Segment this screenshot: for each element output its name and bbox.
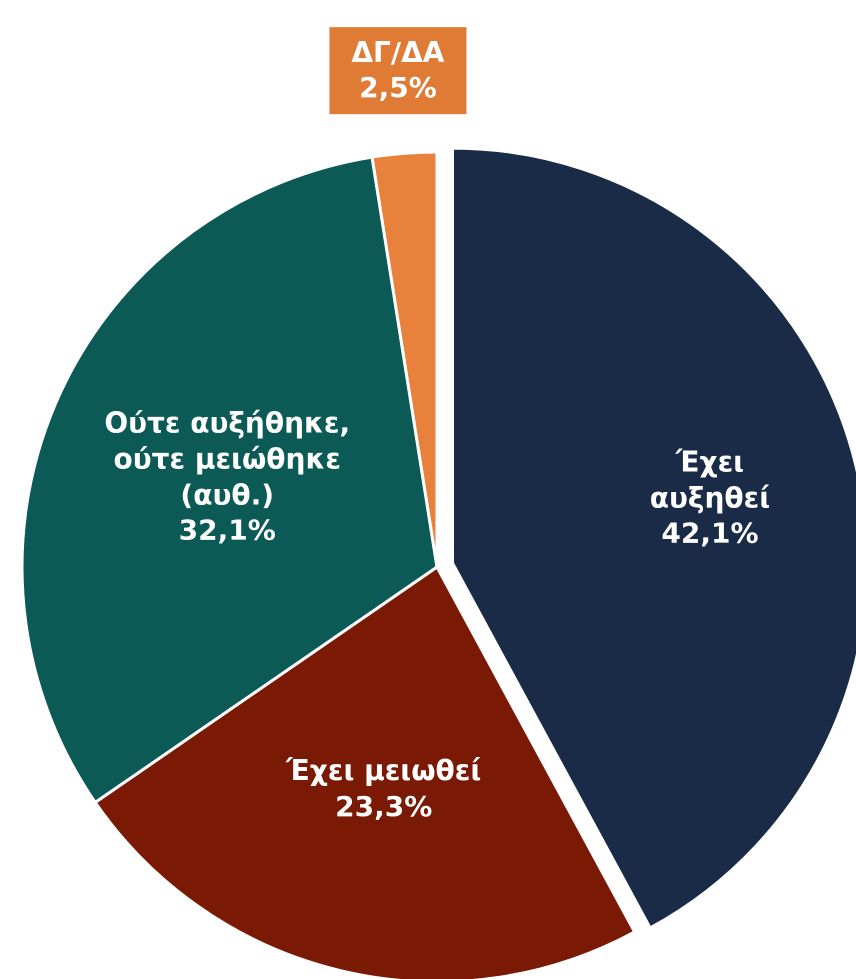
slice-label: ΔΓ/ΔΑ 2,5%: [329, 26, 467, 115]
slice-label: Έχει αυξηθεί 42,1%: [650, 444, 770, 551]
category-label: Έχει μειωθεί: [286, 754, 482, 788]
slice-label: Ούτε αυξήθηκε, ούτε μειώθηκε (αυθ.) 32,1%: [104, 405, 350, 548]
pie-slice: [93, 564, 637, 979]
pie-slice: [20, 155, 439, 805]
category-label: Ούτε αυξήθηκε, ούτε μειώθηκε (αυθ.): [104, 406, 351, 511]
category-label: ΔΓ/ΔΑ: [351, 35, 445, 69]
pie-slice: [451, 146, 856, 931]
value-label: 2,5%: [359, 71, 437, 105]
category-label: Έχει αυξηθεί: [649, 445, 771, 514]
value-label: 23,3%: [335, 789, 433, 823]
pie-slice: [370, 150, 439, 568]
value-label: 32,1%: [178, 513, 276, 547]
slice-label: Έχει μειωθεί 23,3%: [286, 753, 481, 825]
value-label: 42,1%: [661, 516, 759, 550]
